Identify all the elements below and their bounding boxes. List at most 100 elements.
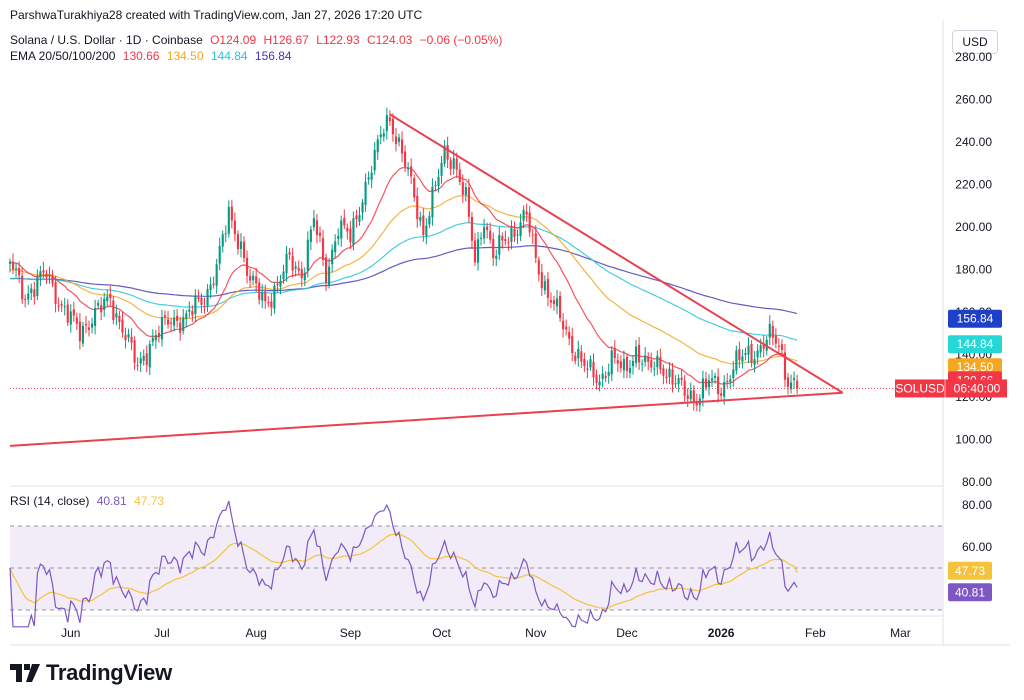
- candle-body: [185, 313, 188, 319]
- candle-body: [717, 376, 720, 395]
- symbol-legend: Solana / U.S. Dollar · 1D · Coinbase O12…: [10, 33, 506, 47]
- candle-body: [397, 137, 401, 142]
- candle-body: [507, 242, 510, 244]
- rsi-legend-label[interactable]: RSI (14, close): [10, 494, 90, 508]
- candle-body: [586, 368, 589, 370]
- candle-body: [36, 276, 39, 296]
- candle-body: [197, 297, 200, 299]
- candle-body: [428, 216, 431, 225]
- candle-body: [771, 325, 774, 338]
- candle-body: [151, 337, 154, 342]
- candle-body: [379, 134, 382, 137]
- candle-body: [69, 311, 72, 325]
- time-axis-label: Jun: [61, 626, 80, 640]
- ema50-value: 134.50: [166, 49, 204, 63]
- candle-body: [756, 350, 759, 358]
- candle-body: [258, 282, 261, 300]
- candle-body: [18, 268, 21, 276]
- candle-body: [306, 239, 309, 271]
- candle-body: [601, 373, 604, 380]
- candle-body: [15, 268, 18, 270]
- candle-body: [400, 139, 404, 154]
- tradingview-logo[interactable]: TradingView: [10, 660, 172, 686]
- candle-body: [188, 309, 191, 312]
- price-axis-label: 100.00: [955, 433, 992, 447]
- price-axis-label: 180.00: [955, 263, 992, 277]
- candle-body: [479, 237, 483, 239]
- candle-body: [133, 340, 136, 363]
- currency-button[interactable]: USD: [952, 30, 998, 54]
- candle-body: [565, 326, 568, 330]
- candle-body: [750, 343, 753, 363]
- ema-legend: EMA 20/50/100/200 130.66 134.50 144.84 1…: [10, 49, 296, 63]
- time-axis-label: Feb: [805, 626, 826, 640]
- candle-body: [224, 233, 227, 235]
- candle-body: [191, 311, 194, 316]
- candle-body: [458, 169, 461, 182]
- candle-body: [24, 298, 27, 300]
- candle-body: [66, 304, 69, 323]
- ema-legend-label[interactable]: EMA 20/50/100/200: [10, 49, 116, 63]
- candle-body: [613, 348, 616, 359]
- candle-body: [483, 227, 486, 239]
- candle-body: [628, 368, 632, 373]
- candle-body: [340, 220, 343, 239]
- candle-body: [525, 211, 528, 215]
- rsi-value-tag: [948, 561, 992, 580]
- candle-body: [504, 239, 507, 241]
- candle-body: [416, 195, 419, 220]
- candle-body: [173, 317, 176, 326]
- candle-body: [486, 226, 489, 231]
- candle-body: [33, 289, 36, 297]
- candle-body: [97, 302, 100, 306]
- ema200-value: 156.84: [254, 49, 292, 63]
- solusd-price-tag: [895, 379, 1007, 398]
- bar-countdown: 06:40:00: [954, 381, 1001, 395]
- candle-body: [786, 377, 790, 387]
- candle-body: [519, 222, 522, 237]
- candle-body: [686, 395, 689, 400]
- candle-body: [376, 139, 379, 153]
- candle-body: [276, 284, 279, 286]
- candle-body: [744, 353, 747, 355]
- candle-body: [589, 359, 592, 368]
- candle-body: [498, 235, 501, 255]
- candle-body: [552, 300, 556, 304]
- candle-body: [759, 345, 762, 353]
- candle-body: [382, 133, 385, 137]
- ema-price-tag-label: 134.50: [957, 360, 994, 374]
- candle-body: [741, 356, 744, 362]
- candle-body: [81, 326, 85, 344]
- candle-body: [559, 296, 562, 319]
- candle-body: [364, 181, 367, 205]
- candle-body: [464, 187, 467, 195]
- ema200-line: [9, 245, 798, 315]
- candle-body: [598, 381, 601, 386]
- candle-body: [282, 271, 285, 280]
- candle-body: [45, 273, 48, 278]
- candle-body: [592, 361, 595, 378]
- candle-body: [650, 360, 653, 368]
- candle-body: [118, 315, 121, 323]
- candle-body: [671, 369, 674, 385]
- candle-body: [446, 145, 449, 160]
- candle-body: [796, 380, 799, 389]
- candle-body: [789, 382, 793, 390]
- candle-body: [710, 378, 714, 381]
- candle-body: [780, 344, 783, 351]
- candle-body: [571, 336, 574, 354]
- candle-body: [315, 220, 319, 236]
- candle-body: [249, 276, 252, 281]
- candle-body: [580, 351, 583, 362]
- candle-body: [30, 288, 33, 293]
- candle-body: [680, 377, 683, 381]
- candle-body: [182, 317, 185, 331]
- candle-body: [127, 334, 130, 338]
- candle-body: [337, 235, 340, 239]
- ema-price-tag-label: 156.84: [957, 312, 994, 326]
- symbol-name[interactable]: Solana / U.S. Dollar · 1D · Coinbase: [10, 33, 203, 47]
- candle-body: [753, 359, 756, 365]
- candle-body: [218, 246, 221, 264]
- candle-body: [328, 266, 331, 286]
